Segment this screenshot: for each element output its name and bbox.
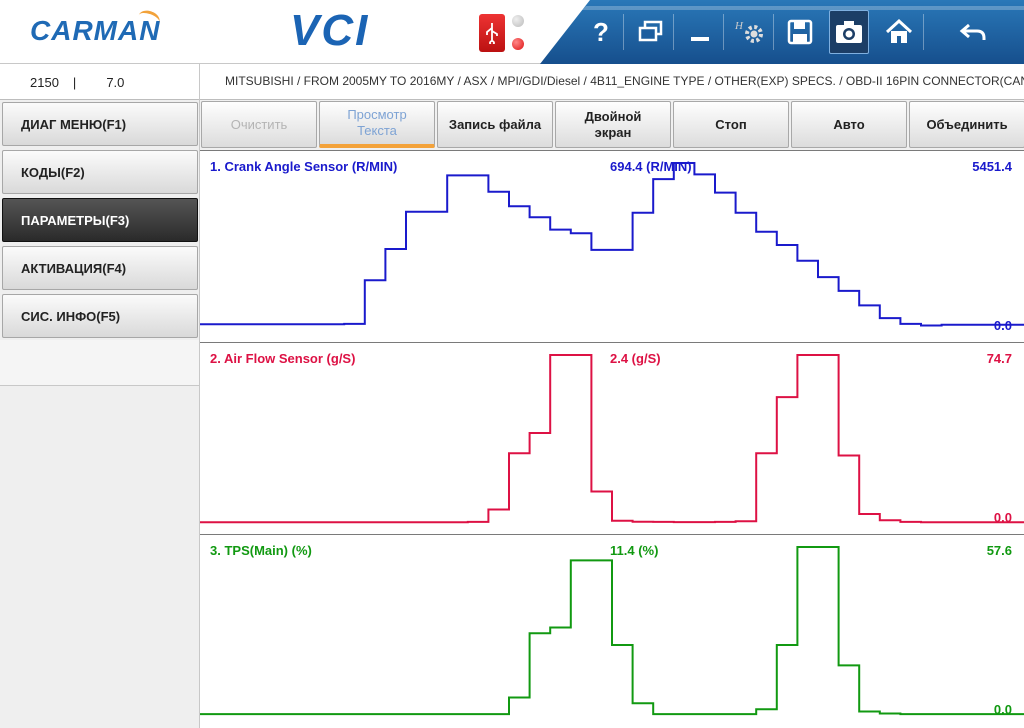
status-values: 2150 | 7.0 — [0, 64, 200, 100]
graph-plot — [200, 354, 1024, 524]
sidebar-item-codes[interactable]: КОДЫ(F2) — [2, 150, 198, 194]
graph-max-value: 74.7 — [986, 351, 1012, 366]
graph-line — [200, 162, 1024, 327]
graph-plot — [200, 162, 1024, 327]
graph-min-value: 0.0 — [993, 510, 1012, 525]
graph-panel-crank-angle[interactable]: 1. Crank Angle Sensor (R/MIN) 694.4 (R/M… — [200, 150, 1024, 341]
text-view-label-1: Просмотр — [347, 107, 407, 122]
toolbar-separator — [623, 14, 624, 50]
graph-max-value: 5451.4 — [972, 159, 1012, 174]
toolbar-separator — [773, 14, 774, 50]
record-file-button[interactable]: Запись файла — [437, 101, 553, 148]
graph-plot — [200, 546, 1024, 716]
minimize-icon[interactable] — [680, 10, 720, 54]
graph-title: 3. TPS(Main) (%) — [210, 543, 312, 558]
carman-logo: CARMAN — [30, 7, 163, 47]
back-icon[interactable] — [953, 10, 993, 54]
graph-min-value: 0.0 — [993, 318, 1012, 333]
sidebar-item-system-info[interactable]: СИС. ИНФО(F5) — [2, 294, 198, 338]
dual-screen-label-1: Двойной — [584, 108, 642, 124]
save-icon[interactable] — [780, 10, 820, 54]
app-name: VCI — [290, 6, 370, 55]
graph-area: 1. Crank Angle Sensor (R/MIN) 694.4 (R/M… — [200, 150, 1024, 728]
svg-text:H: H — [734, 20, 744, 32]
toolbar-separator — [723, 14, 724, 50]
home-icon[interactable] — [879, 10, 919, 54]
graph-line — [200, 354, 1024, 524]
graph-line — [200, 546, 1024, 716]
sidebar-item-parameters[interactable]: ПАРАМЕТРЫ(F3) — [2, 198, 198, 242]
vehicle-path-breadcrumb: MITSUBISHI / FROM 2005MY TO 2016MY / ASX… — [225, 74, 1024, 88]
action-bar: Очистить Просмотр Текста Запись файла Дво… — [200, 100, 1024, 150]
graph-current-value: 2.4 (g/S) — [610, 351, 661, 366]
toolbar-highlight — [582, 6, 1024, 10]
sidebar: ДИАГ МЕНЮ(F1) КОДЫ(F2) ПАРАМЕТРЫ(F3) АКТ… — [0, 100, 200, 728]
sidebar-item-diag-menu[interactable]: ДИАГ МЕНЮ(F1) — [2, 102, 198, 146]
stop-button[interactable]: Стоп — [673, 101, 789, 148]
logo-text: CARMAN — [30, 15, 161, 46]
dual-screen-button[interactable]: Двойной экран — [555, 101, 671, 148]
dual-screen-label-2: экран — [594, 124, 632, 140]
window-switch-icon[interactable] — [631, 10, 671, 54]
graph-current-value: 11.4 (%) — [610, 543, 659, 558]
graph-max-value: 57.6 — [986, 543, 1012, 558]
auto-button[interactable]: Авто — [791, 101, 907, 148]
status-led-active — [512, 38, 524, 50]
app-header: CARMAN VCI ? H — [0, 0, 1024, 64]
camera-icon[interactable] — [829, 10, 869, 54]
text-view-label-2: Текста — [357, 123, 397, 138]
graph-panel-air-flow[interactable]: 2. Air Flow Sensor (g/S) 2.4 (g/S) 74.7 … — [200, 342, 1024, 533]
status-value-1: 2150 — [30, 74, 59, 90]
merge-button[interactable]: Объединить — [909, 101, 1024, 148]
status-value-2: 7.0 — [106, 74, 125, 90]
graph-current-value: 694.4 (R/MIN) — [610, 159, 692, 174]
settings-icon[interactable]: H — [730, 10, 770, 54]
toolbar-separator — [923, 14, 924, 50]
sidebar-item-activation[interactable]: АКТИВАЦИЯ(F4) — [2, 246, 198, 290]
top-toolbar — [540, 0, 1024, 64]
clear-button[interactable]: Очистить — [201, 101, 317, 148]
status-separator: | — [72, 74, 77, 90]
sidebar-empty-slot — [0, 340, 199, 386]
text-view-button[interactable]: Просмотр Текста — [319, 101, 435, 148]
help-icon[interactable]: ? — [593, 16, 609, 47]
usb-connection-icon — [479, 14, 505, 52]
graph-panel-tps[interactable]: 3. TPS(Main) (%) 11.4 (%) 57.6 0.0 — [200, 534, 1024, 725]
status-led-idle — [512, 15, 524, 27]
toolbar-separator — [673, 14, 674, 50]
graph-min-value: 0.0 — [993, 702, 1012, 717]
vehicle-info-bar: 2150 | 7.0 MITSUBISHI / FROM 2005MY TO 2… — [0, 64, 1024, 100]
graph-title: 2. Air Flow Sensor (g/S) — [210, 351, 356, 366]
graph-title: 1. Crank Angle Sensor (R/MIN) — [210, 159, 398, 174]
